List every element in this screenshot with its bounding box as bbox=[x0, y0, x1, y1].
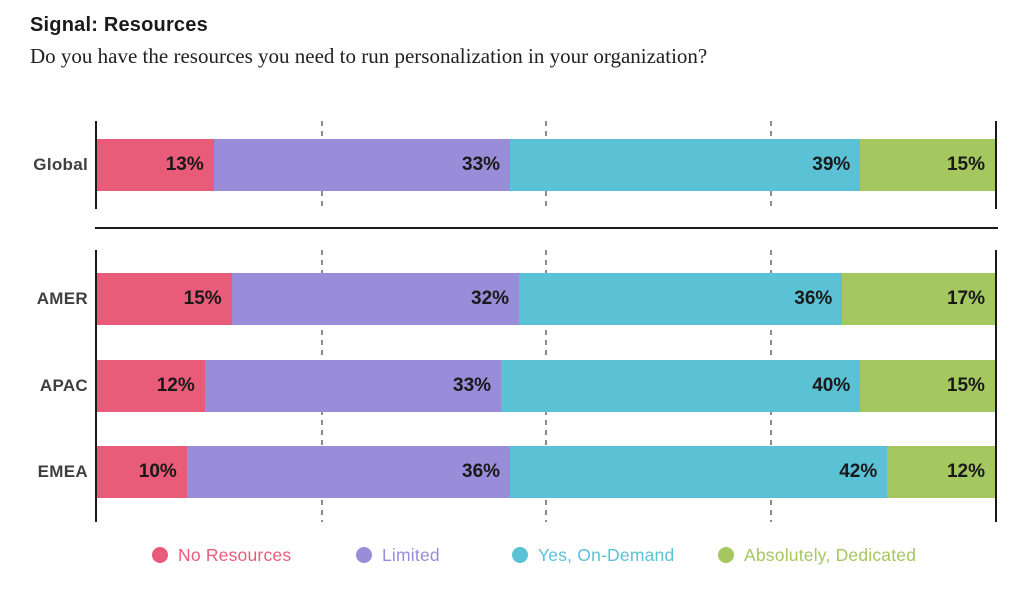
bar-value-label: 36% bbox=[794, 288, 833, 309]
bar-value-label: 32% bbox=[471, 288, 510, 309]
bar-segment-absolutely-dedicated: 12% bbox=[887, 446, 995, 498]
plot-area-regions: 15% 32% 36% 17% 12% 33% 40% 15% 10% 36% 42% 12% bbox=[95, 250, 997, 522]
chart-section-regions: AMER APAC EMEA 15% 32% 36% 17% 12% 33% 40% 15%… bbox=[0, 250, 1024, 522]
y-axis-line bbox=[95, 250, 97, 522]
bar-value-label: 12% bbox=[156, 375, 195, 396]
bar-segment-absolutely-dedicated: 17% bbox=[842, 273, 995, 325]
legend-label: Limited bbox=[382, 544, 440, 565]
legend-label: No Resources bbox=[178, 544, 292, 565]
bar-segment-limited: 32% bbox=[231, 273, 520, 325]
page-title: Signal: Resources bbox=[30, 14, 208, 36]
bar-global: 13% 33% 39% 15% bbox=[97, 139, 995, 191]
bar-segment-limited: 33% bbox=[204, 360, 502, 412]
row-label-apac: APAC bbox=[39, 376, 88, 395]
section-divider-line bbox=[95, 227, 998, 229]
bar-value-label: 15% bbox=[946, 375, 985, 396]
bar-segment-absolutely-dedicated: 15% bbox=[860, 360, 995, 412]
bar-amer: 15% 32% 36% 17% bbox=[97, 273, 995, 325]
legend-label: Yes, On-Demand bbox=[538, 544, 675, 565]
legend-item-no-resources: No Resources bbox=[152, 540, 291, 570]
bar-segment-yes-on-demand: 40% bbox=[501, 360, 861, 412]
bar-segment-limited: 36% bbox=[186, 446, 511, 498]
bar-value-label: 33% bbox=[462, 154, 501, 175]
bar-value-label: 15% bbox=[946, 154, 985, 175]
row-label-amer: AMER bbox=[36, 289, 88, 308]
right-boundary-line bbox=[995, 121, 997, 209]
bar-segment-no-resources: 12% bbox=[97, 360, 205, 412]
bar-segment-no-resources: 10% bbox=[97, 446, 187, 498]
legend: No Resources Limited Yes, On-Demand Absolut… bbox=[0, 540, 1024, 570]
legend-item-absolutely-dedicated: Absolutely, Dedicated bbox=[718, 540, 916, 570]
bar-value-label: 10% bbox=[138, 461, 177, 482]
bar-value-label: 15% bbox=[183, 288, 222, 309]
legend-label: Absolutely, Dedicated bbox=[744, 544, 917, 565]
right-boundary-line bbox=[995, 250, 997, 522]
bar-segment-limited: 33% bbox=[213, 139, 511, 191]
chart-question: Do you have the resources you need to ru… bbox=[30, 44, 708, 68]
plot-area-global: 13% 33% 39% 15% bbox=[95, 121, 997, 209]
legend-dot-absolutely-dedicated bbox=[718, 547, 734, 563]
bar-value-label: 39% bbox=[812, 154, 851, 175]
bar-segment-no-resources: 13% bbox=[97, 139, 214, 191]
bar-segment-yes-on-demand: 42% bbox=[510, 446, 888, 498]
bar-value-label: 17% bbox=[946, 288, 985, 309]
legend-item-yes-on-demand: Yes, On-Demand bbox=[512, 540, 674, 570]
bar-segment-absolutely-dedicated: 15% bbox=[860, 139, 995, 191]
bar-segment-yes-on-demand: 39% bbox=[510, 139, 861, 191]
row-label-global: Global bbox=[33, 155, 88, 174]
bar-value-label: 42% bbox=[839, 461, 878, 482]
chart-section-global: Global 13% 33% 39% 15% bbox=[0, 121, 1024, 209]
bar-value-label: 40% bbox=[812, 375, 851, 396]
legend-item-limited: Limited bbox=[356, 540, 440, 570]
bar-value-label: 12% bbox=[946, 461, 985, 482]
bar-value-label: 36% bbox=[462, 461, 501, 482]
bar-value-label: 33% bbox=[453, 375, 492, 396]
legend-dot-yes-on-demand bbox=[512, 547, 528, 563]
bar-emea: 10% 36% 42% 12% bbox=[97, 446, 995, 498]
bar-segment-yes-on-demand: 36% bbox=[519, 273, 843, 325]
row-label-emea: EMEA bbox=[37, 462, 88, 481]
legend-dot-no-resources bbox=[152, 547, 168, 563]
bar-segment-no-resources: 15% bbox=[97, 273, 232, 325]
bar-apac: 12% 33% 40% 15% bbox=[97, 360, 995, 412]
y-axis-line bbox=[95, 121, 97, 209]
legend-dot-limited bbox=[356, 547, 372, 563]
bar-value-label: 13% bbox=[165, 154, 204, 175]
